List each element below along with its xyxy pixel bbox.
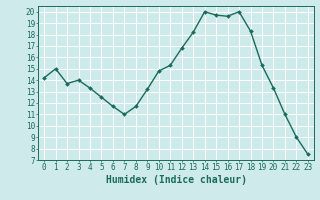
X-axis label: Humidex (Indice chaleur): Humidex (Indice chaleur) — [106, 175, 246, 185]
